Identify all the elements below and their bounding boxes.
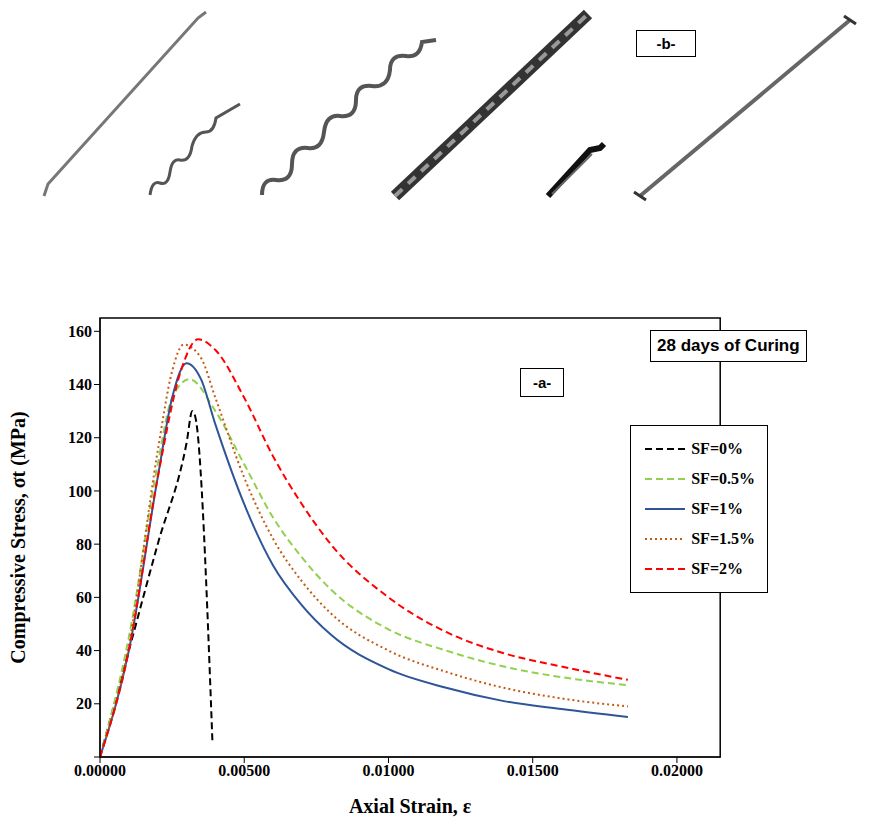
html-text:SF=1%: SF=1% <box>691 500 743 517</box>
svg-text:100: 100 <box>68 483 92 500</box>
html-text:SF=1.5%: SF=1.5% <box>691 530 755 547</box>
svg-text:40: 40 <box>76 642 92 659</box>
svg-text:0.00500: 0.00500 <box>218 762 270 779</box>
svg-text:0.01000: 0.01000 <box>362 762 414 779</box>
html-text:-a-: -a- <box>533 374 552 391</box>
svg-text:60: 60 <box>76 589 92 606</box>
html-text:28 days of Curing: 28 days of Curing <box>657 336 800 355</box>
svg-text:0.01500: 0.01500 <box>507 762 559 779</box>
svg-text:0.00000: 0.00000 <box>74 762 126 779</box>
svg-text:140: 140 <box>68 376 92 393</box>
svg-text:20: 20 <box>76 695 92 712</box>
svg-text:80: 80 <box>76 536 92 553</box>
html-text:SF=0.5%: SF=0.5% <box>691 470 755 487</box>
html-text:SF=2%: SF=2% <box>691 560 743 577</box>
html-text:SF=0%: SF=0% <box>691 440 743 457</box>
svg-text:Axial Strain, ε: Axial Strain, ε <box>349 795 472 817</box>
svg-text:120: 120 <box>68 429 92 446</box>
svg-text:160: 160 <box>68 323 92 340</box>
svg-text:0.02000: 0.02000 <box>651 762 703 779</box>
svg-text:Compressive Stress, σt (MPa): Compressive Stress, σt (MPa) <box>7 411 30 663</box>
html-text:-b-: -b- <box>656 35 676 52</box>
